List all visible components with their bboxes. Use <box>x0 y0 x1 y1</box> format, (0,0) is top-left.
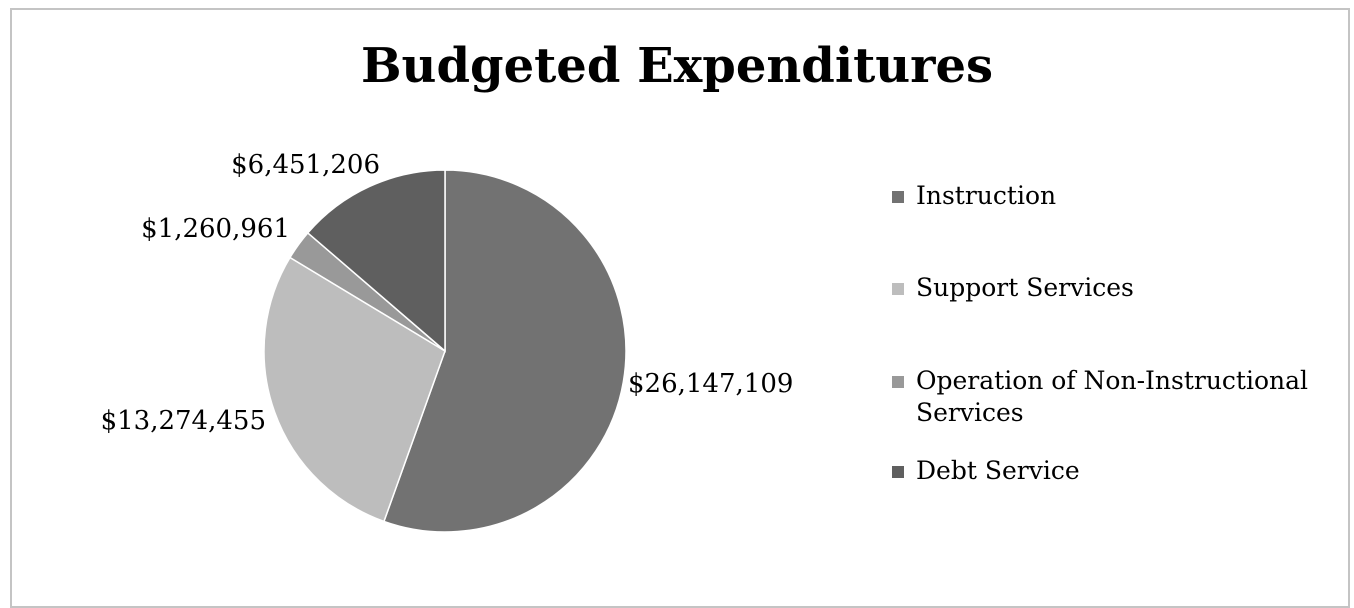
data-label-support-services: $13,274,455 <box>101 406 266 436</box>
legend-item-support-services: Support Services <box>890 272 1340 304</box>
pie-slice-instruction <box>383 169 627 533</box>
legend-swatch-instruction <box>892 191 904 203</box>
legend-item-instruction: Instruction <box>890 180 1340 212</box>
pie-chart: $26,147,109 $13,274,455 $1,260,961 $6,451,2… <box>101 150 794 533</box>
legend-label-instruction: Instruction <box>916 181 1057 210</box>
legend-label-debt-service: Debt Service <box>916 456 1080 485</box>
legend-item-operation-non-instructional: Operation of Non-Instructional Services <box>890 365 1340 429</box>
chart-title: Budgeted Expenditures <box>360 38 994 94</box>
legend-label-support-services: Support Services <box>916 273 1134 302</box>
pie-slices <box>263 169 627 533</box>
pie-data-labels: $26,147,109 $13,274,455 $1,260,961 $6,451,2… <box>101 150 794 436</box>
data-label-instruction: $26,147,109 <box>628 369 793 399</box>
legend-swatch-operation-non-instructional <box>892 376 904 388</box>
legend-swatch-support-services <box>892 283 904 295</box>
legend-swatch-debt-service <box>892 466 904 478</box>
legend-item-debt-service: Debt Service <box>890 455 1340 487</box>
legend-label-operation-non-instructional: Operation of Non-Instructional Services <box>916 366 1309 427</box>
pie-slice-support-services <box>263 256 446 523</box>
pie-slice-debt-service <box>306 169 446 353</box>
data-label-debt-service: $6,451,206 <box>231 150 380 180</box>
chart-frame <box>10 8 1350 608</box>
data-label-operation-non-instructional: $1,260,961 <box>141 214 290 244</box>
